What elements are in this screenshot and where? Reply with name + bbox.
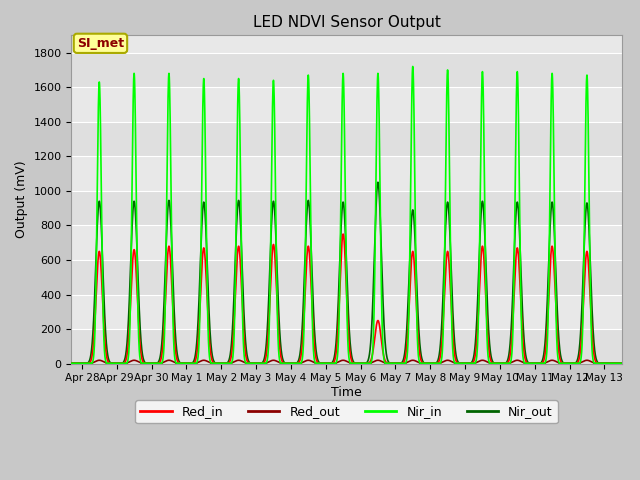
X-axis label: Time: Time [332,386,362,399]
Bar [72,191,621,226]
Bar [72,329,621,364]
Bar [72,53,621,87]
Title: LED NDVI Sensor Output: LED NDVI Sensor Output [253,15,440,30]
Legend: Red_in, Red_out, Nir_in, Nir_out: Red_in, Red_out, Nir_in, Nir_out [135,400,558,423]
Bar [72,260,621,295]
Bar [72,122,621,156]
Text: SI_met: SI_met [77,37,124,50]
Y-axis label: Output (mV): Output (mV) [15,161,28,239]
